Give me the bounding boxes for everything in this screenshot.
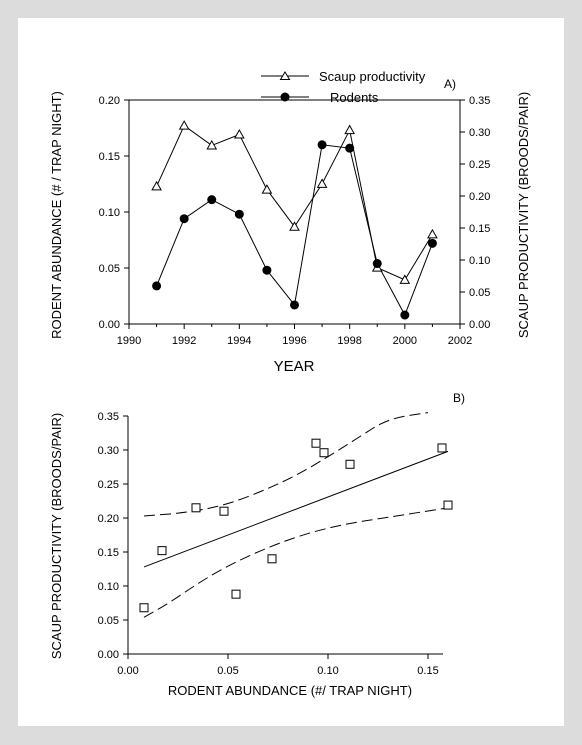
- scatter-square-marker: [231, 589, 241, 599]
- y-tick-label: 0.15: [98, 547, 119, 559]
- rodents-circle-marker: [179, 214, 189, 224]
- x-tick-label: 2002: [448, 335, 472, 347]
- scatter-square-marker: [311, 438, 321, 448]
- right-y-tick-label: 0.35: [469, 95, 490, 107]
- panel-b-x-axis-label: RODENT ABUNDANCE (#/ TRAP NIGHT): [168, 683, 412, 698]
- scaup-triangle-marker: [427, 228, 438, 239]
- y-tick-label: 0.10: [98, 581, 119, 593]
- panel-b-regression: [143, 412, 449, 618]
- panel-a-legend: Scaup productivity Rodents: [261, 69, 426, 105]
- panel-b-y-ticks: 0.00 0.05 0.10 0.15 0.20 0.25 0.30 0.35: [98, 411, 128, 661]
- panel-a-right-y-ticks: 0.00 0.05 0.10 0.15 0.20 0.25 0.30 0.35: [460, 95, 490, 331]
- legend-rodents-label: Rodents: [330, 90, 379, 105]
- right-y-tick-label: 0.10: [469, 255, 490, 267]
- y-tick-label: 0.05: [98, 615, 119, 627]
- x-tick-label: 0.00: [117, 665, 138, 677]
- rodents-circle-marker: [317, 140, 327, 150]
- panel-b-y-axis-label: SCAUP PRODUCTIVITY (BROODS/PAIR): [49, 413, 64, 659]
- figure-frame: A) 1990 1992 1994 1996 1998 2000 2002 0.00 0.05…: [18, 18, 564, 726]
- left-y-tick-label: 0.00: [99, 319, 120, 331]
- scatter-square-marker: [219, 506, 229, 516]
- panel-a-label: A): [444, 77, 456, 91]
- right-y-tick-label: 0.25: [469, 159, 490, 171]
- scaup-triangle-marker: [289, 221, 300, 231]
- x-tick-label: 1994: [227, 335, 251, 347]
- y-tick-label: 0.35: [98, 411, 119, 423]
- panel-b: B) 0.00 0.05 0.10 0.15 0.00 0.05 0.10 0.15 0.20…: [49, 391, 465, 698]
- y-tick-label: 0.25: [98, 479, 119, 491]
- panel-a-series: [151, 120, 438, 320]
- scaup-triangle-marker: [344, 124, 356, 135]
- scaup-triangle-marker: [261, 184, 273, 194]
- x-tick-label: 0.15: [417, 665, 438, 677]
- scaup-productivity-line: [156, 124, 433, 281]
- panel-a-x-axis-label: YEAR: [274, 358, 315, 375]
- right-y-tick-label: 0.00: [469, 319, 490, 331]
- left-y-tick-label: 0.20: [99, 95, 120, 107]
- panel-a-left-y-axis-label: RODENT ABUNDANCE (# / TRAP NIGHT): [49, 91, 64, 339]
- x-tick-label: 1996: [282, 335, 306, 347]
- x-tick-label: 1998: [337, 335, 361, 347]
- right-y-tick-label: 0.15: [469, 223, 490, 235]
- x-tick-label: 1992: [172, 335, 196, 347]
- legend-scaup-label: Scaup productivity: [319, 69, 426, 84]
- scaup-triangle-marker: [178, 120, 190, 130]
- y-tick-label: 0.00: [98, 649, 119, 661]
- scatter-square-marker: [139, 603, 149, 613]
- rodents-circle-marker: [262, 265, 272, 275]
- right-y-tick-label: 0.05: [469, 287, 490, 299]
- rodents-circle-marker: [427, 238, 437, 248]
- regression-fit-line: [143, 450, 449, 568]
- panel-b-points: [139, 438, 453, 613]
- scaup-triangle-marker: [206, 139, 218, 150]
- scatter-square-marker: [267, 554, 277, 564]
- scaup-triangle-marker: [151, 180, 162, 191]
- rodents-circle-marker: [372, 259, 382, 269]
- scatter-square-marker: [319, 448, 329, 458]
- y-tick-label: 0.20: [98, 513, 119, 525]
- scatter-square-marker: [437, 443, 447, 453]
- scaup-triangle-marker: [316, 178, 328, 188]
- rodents-circle-marker: [345, 143, 355, 153]
- rodents-circle-marker: [290, 300, 299, 310]
- rodents-circle-marker: [400, 310, 410, 320]
- panel-b-label: B): [453, 391, 465, 405]
- rodents-circle-marker: [152, 281, 162, 291]
- left-y-tick-label: 0.10: [99, 207, 120, 219]
- scatter-square-marker: [345, 459, 355, 469]
- scaup-triangle-marker: [399, 274, 411, 284]
- panel-a-x-ticks: 1990 1992 1994 1996 1998 2000 2002: [117, 324, 472, 347]
- confidence-band-upper: [143, 412, 429, 517]
- x-tick-label: 0.10: [317, 665, 338, 677]
- left-y-tick-label: 0.15: [99, 151, 120, 163]
- left-y-tick-label: 0.05: [99, 263, 120, 275]
- figure-svg: A) 1990 1992 1994 1996 1998 2000 2002 0.00 0.05…: [49, 69, 531, 698]
- confidence-band-lower: [143, 507, 449, 618]
- scatter-square-marker: [191, 503, 201, 513]
- panel-a-right-y-axis-label: SCAUP PRODUCTIVITY (BROODS/PAIR): [516, 92, 531, 338]
- scatter-square-marker: [157, 546, 167, 556]
- x-tick-label: 1990: [117, 335, 141, 347]
- scatter-square-marker: [443, 500, 453, 510]
- rodents-circle-marker: [234, 209, 244, 219]
- panel-a-plot-frame: [128, 99, 461, 325]
- right-y-tick-label: 0.30: [469, 127, 490, 139]
- y-tick-label: 0.30: [98, 445, 119, 457]
- panel-b-axes: [127, 416, 443, 655]
- panel-a: A) 1990 1992 1994 1996 1998 2000 2002 0.00 0.05…: [49, 69, 531, 375]
- right-y-tick-label: 0.20: [469, 191, 490, 203]
- legend-rodents-circle-marker: [280, 92, 290, 102]
- panel-a-left-y-ticks: 0.00 0.05 0.10 0.15 0.20: [99, 95, 129, 331]
- rodents-circle-marker: [207, 195, 217, 205]
- panel-b-x-ticks: 0.00 0.05 0.10 0.15: [117, 654, 439, 677]
- x-tick-label: 0.05: [217, 665, 238, 677]
- legend-scaup-triangle-marker: [279, 71, 291, 80]
- x-tick-label: 2000: [393, 335, 417, 347]
- scaup-triangle-marker: [233, 129, 245, 139]
